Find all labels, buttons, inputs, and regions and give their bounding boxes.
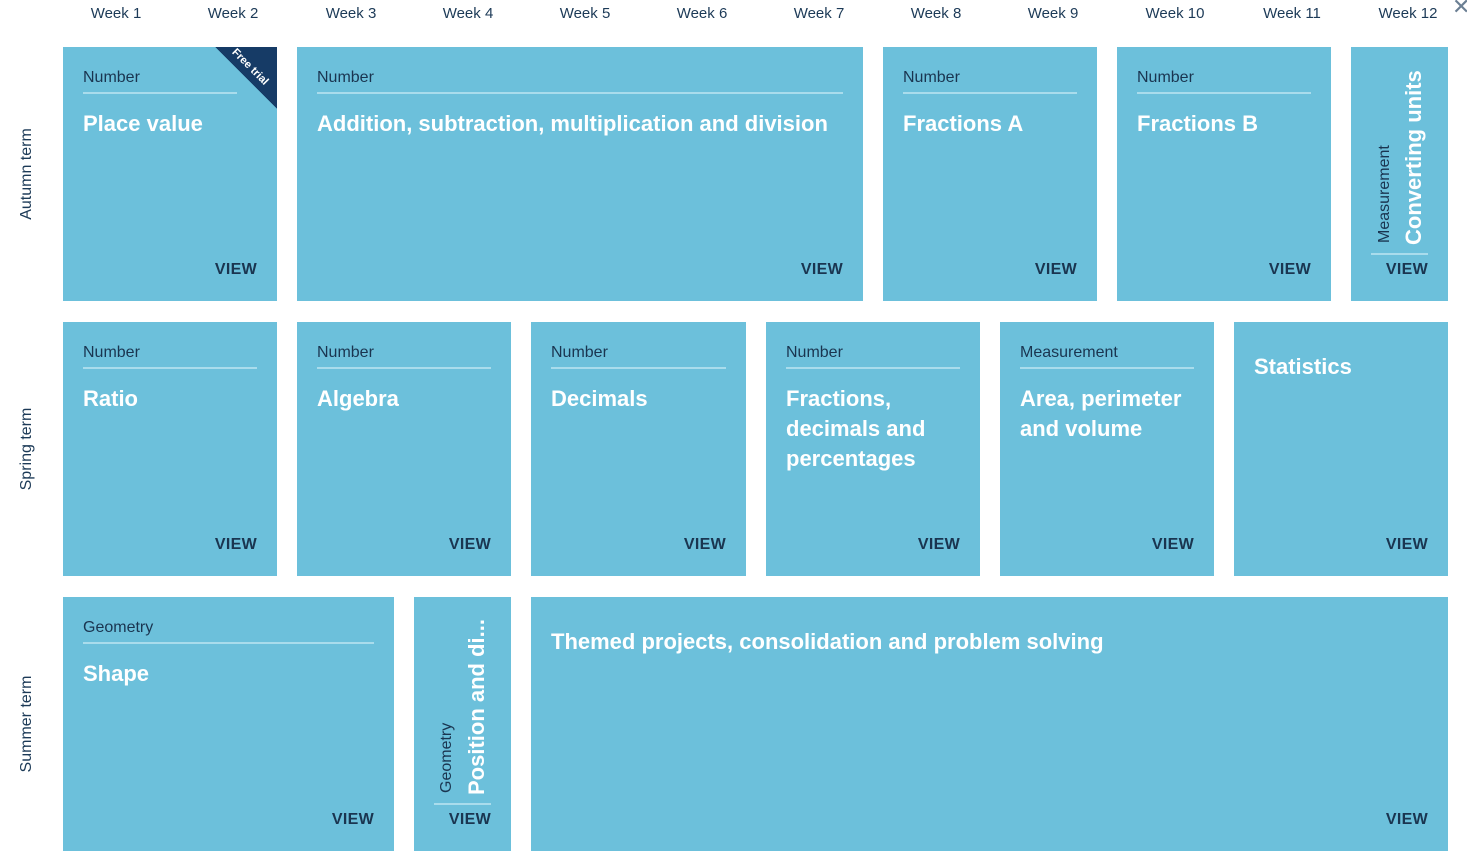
week-label: Week 9: [1027, 5, 1079, 22]
week-label: Week 12: [1378, 5, 1438, 22]
week-label: Week 10: [1145, 5, 1205, 22]
view-button[interactable]: VIEW: [1151, 536, 1194, 553]
block-title: Shape: [83, 661, 150, 686]
view-button[interactable]: VIEW: [1385, 261, 1428, 278]
week-label: Week 1: [90, 5, 142, 22]
week-label: Week 3: [325, 5, 377, 22]
week-label: Week 6: [676, 5, 728, 22]
block-card-addition[interactable]: Number Addition, subtraction, multiplica…: [297, 47, 863, 301]
week-label: Week 11: [1263, 5, 1321, 22]
block-title: Fractions A: [903, 111, 1024, 136]
block-category: Number: [317, 344, 491, 369]
block-title: Place value: [83, 111, 203, 136]
view-button[interactable]: VIEW: [448, 811, 491, 828]
block-title: Addition, subtraction, multiplication an…: [317, 111, 828, 136]
view-button[interactable]: VIEW: [1385, 536, 1428, 553]
block-card-decimals[interactable]: Number Decimals VIEW: [531, 322, 746, 576]
view-button[interactable]: VIEW: [448, 536, 491, 553]
block-title: Converting units: [1401, 70, 1426, 245]
block-title: Statistics: [1254, 354, 1352, 379]
week-label: Week 7: [793, 5, 845, 22]
block-title: Position and di...: [464, 619, 489, 795]
week-label: Week 8: [910, 5, 962, 22]
block-category: Number: [1137, 69, 1311, 94]
block-category: Number: [903, 69, 1077, 94]
block-title: Themed projects, consolidation and probl…: [551, 629, 1104, 654]
view-button[interactable]: VIEW: [331, 811, 374, 828]
week-label: Week 4: [442, 5, 494, 22]
divider: [1371, 253, 1428, 255]
term-label-spring: Spring term: [18, 407, 35, 491]
block-card-shape[interactable]: Geometry Shape VIEW: [63, 597, 394, 851]
view-button[interactable]: VIEW: [683, 536, 726, 553]
block-title: Fractions, decimals and percentages: [786, 386, 926, 471]
block-category: Number: [83, 344, 257, 369]
block-card-place-value[interactable]: Free trial Number Place value VIEW: [63, 47, 277, 301]
block-category: Geometry: [83, 619, 374, 644]
block-title: Decimals: [551, 386, 648, 411]
block-category: Measurement: [1020, 344, 1194, 369]
free-trial-label: Free trial: [229, 47, 271, 88]
week-label: Week 2: [207, 5, 259, 22]
term-label-summer: Summer term: [18, 675, 35, 773]
block-card-converting-units[interactable]: Measurement Converting units VIEW: [1351, 47, 1448, 301]
block-card-area-perimeter[interactable]: Measurement Area, perimeter and volume V…: [1000, 322, 1214, 576]
block-category: Geometry: [438, 722, 455, 793]
block-category: Number: [317, 69, 843, 94]
block-card-fractions-b[interactable]: Number Fractions B VIEW: [1117, 47, 1331, 301]
block-category: Number: [551, 344, 726, 369]
block-category: Number: [83, 69, 237, 94]
block-card-ratio[interactable]: Number Ratio VIEW: [63, 322, 277, 576]
block-category: Measurement: [1376, 145, 1393, 243]
block-title: Algebra: [317, 386, 399, 411]
block-title: Ratio: [83, 386, 138, 411]
view-button[interactable]: VIEW: [917, 536, 960, 553]
block-category: Number: [786, 344, 960, 369]
week-label: Week 5: [559, 5, 611, 22]
view-button[interactable]: VIEW: [214, 536, 257, 553]
block-card-statistics[interactable]: Statistics VIEW: [1234, 322, 1448, 576]
term-label-autumn: Autumn term: [18, 128, 35, 220]
divider: [434, 803, 491, 805]
free-trial-ribbon: Free trial: [215, 47, 277, 109]
view-button[interactable]: VIEW: [800, 261, 843, 278]
view-button[interactable]: VIEW: [1385, 811, 1428, 828]
block-card-algebra[interactable]: Number Algebra VIEW: [297, 322, 511, 576]
close-icon[interactable]: ✕: [1452, 0, 1467, 19]
block-card-position-direction[interactable]: Geometry Position and di... VIEW: [414, 597, 511, 851]
block-card-themed-projects[interactable]: Themed projects, consolidation and probl…: [531, 597, 1448, 851]
view-button[interactable]: VIEW: [1034, 261, 1077, 278]
block-title: Fractions B: [1137, 111, 1259, 136]
block-card-fdp[interactable]: Number Fractions, decimals and percentag…: [766, 322, 980, 576]
view-button[interactable]: VIEW: [214, 261, 257, 278]
view-button[interactable]: VIEW: [1268, 261, 1311, 278]
block-card-fractions-a[interactable]: Number Fractions A VIEW: [883, 47, 1097, 301]
block-title: Area, perimeter and volume: [1020, 386, 1182, 441]
